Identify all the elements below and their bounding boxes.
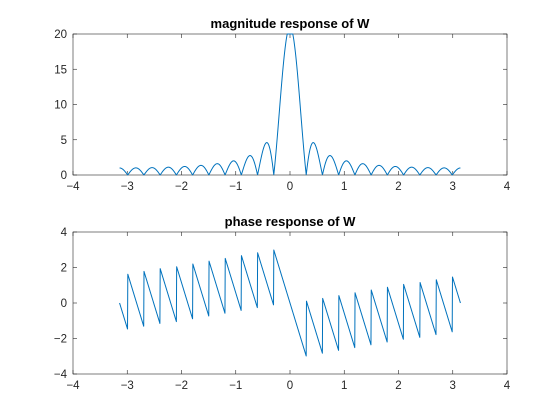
phase-xtick-label: 4 xyxy=(504,380,511,392)
magnitude-ytick-label: 10 xyxy=(54,100,67,112)
phase-ytick-label: 2 xyxy=(61,263,67,275)
phase-ytick-label: −4 xyxy=(54,369,68,381)
magnitude-ytick-label: 0 xyxy=(61,170,67,182)
magnitude-axes: magnitude response of W −4 −3 −2 −1 0 1 2 3 4 0 5 1… xyxy=(54,16,511,193)
phase-xtick-label: −3 xyxy=(121,380,134,392)
magnitude-xtick-label: 1 xyxy=(341,181,347,193)
phase-ytick-label: −2 xyxy=(54,334,67,346)
phase-xtick-label: 3 xyxy=(450,380,456,392)
magnitude-xtick-label: −1 xyxy=(229,181,242,193)
phase-xtick-label: −4 xyxy=(66,380,80,392)
magnitude-xtick-label: −2 xyxy=(175,181,188,193)
magnitude-xtick-label: −3 xyxy=(121,181,134,193)
magnitude-ytick-label: 5 xyxy=(61,135,67,147)
phase-xtick-label: −1 xyxy=(229,380,242,392)
phase-xtick-label: 2 xyxy=(395,380,401,392)
magnitude-plot-area xyxy=(73,34,507,175)
magnitude-xtick-label: 0 xyxy=(287,181,293,193)
magnitude-ytick-label: 15 xyxy=(54,64,67,76)
phase-ytick-label: 4 xyxy=(61,227,68,239)
magnitude-title: magnitude response of W xyxy=(211,16,371,31)
phase-xtick-label: 1 xyxy=(341,380,347,392)
magnitude-xtick-label: 3 xyxy=(450,181,456,193)
phase-axes: phase response of W −4 −3 −2 −1 0 1 2 3 4 −4 −2 0 2 4 xyxy=(54,214,511,392)
magnitude-xtick-label: 4 xyxy=(504,181,511,193)
magnitude-xtick-label: −4 xyxy=(66,181,80,193)
magnitude-ytick-label: 20 xyxy=(54,29,67,41)
phase-ytick-label: 0 xyxy=(61,298,67,310)
magnitude-xtick-label: 2 xyxy=(395,181,401,193)
phase-xtick-label: −2 xyxy=(175,380,188,392)
phase-xtick-label: 0 xyxy=(287,380,293,392)
phase-title: phase response of W xyxy=(225,214,356,229)
